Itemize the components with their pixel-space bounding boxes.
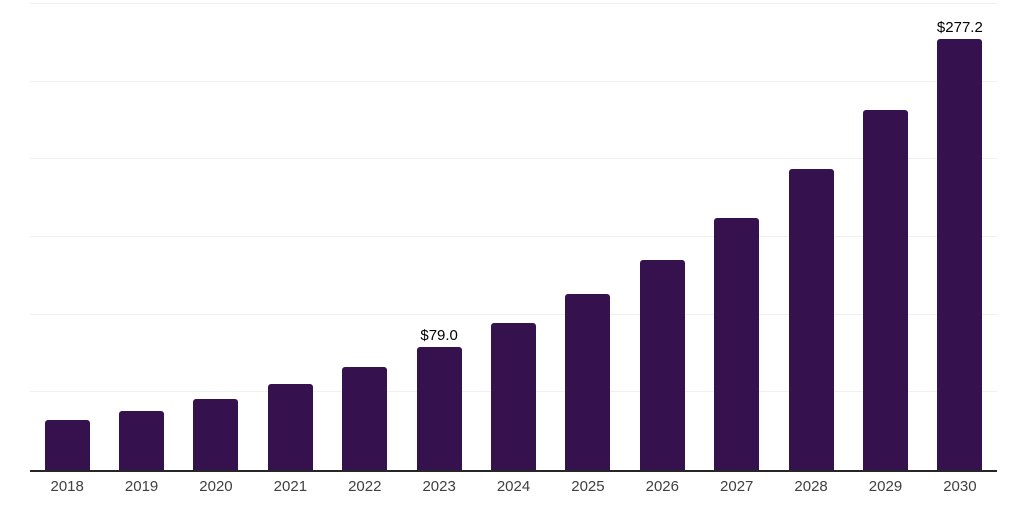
bar-slot-2028 <box>774 0 848 470</box>
x-tick-label-2020: 2020 <box>199 478 233 495</box>
bar-2024[interactable] <box>491 323 537 470</box>
bar-slot-2020 <box>179 0 253 470</box>
bar-slot-2021 <box>253 0 327 470</box>
bar-slot-2029 <box>848 0 922 470</box>
bar-slot-2019 <box>104 0 178 470</box>
bar-value-label-2030: $277.2 <box>936 19 983 37</box>
bar-slot-2030: $277.2 <box>923 0 997 470</box>
bar-2023[interactable]: $79.0 <box>416 328 462 470</box>
bar-slot-2024 <box>476 0 550 470</box>
bar-2018[interactable] <box>44 420 90 470</box>
x-tick-label-2024: 2024 <box>496 478 531 495</box>
bar-slot-2022 <box>328 0 402 470</box>
x-tick-label-2028: 2028 <box>794 478 828 495</box>
bar-2025[interactable] <box>565 294 611 470</box>
bar-2027[interactable] <box>714 218 760 470</box>
x-tick-label-2025: 2025 <box>571 478 605 495</box>
bar-value-label-2023: $79.0 <box>420 327 458 345</box>
bar-slot-2026 <box>625 0 699 470</box>
x-axis-labels: 2018 2019 2020 2021 2022 2023 2024 2025 2026 2027… <box>30 478 997 495</box>
bar-slot-2027 <box>700 0 774 470</box>
bar-2030[interactable]: $277.2 <box>937 20 983 470</box>
x-tick-label-2030: 2030 <box>943 478 977 495</box>
bar-2021[interactable] <box>267 383 313 470</box>
bar-slot-2023: $79.0 <box>402 0 476 470</box>
bar-2028[interactable] <box>788 169 834 470</box>
x-tick-label-2019: 2019 <box>124 478 159 495</box>
bar-2020[interactable] <box>193 399 239 470</box>
bar-slot-2025 <box>551 0 625 470</box>
plot-area: $79.0 $277.2 <box>30 0 997 472</box>
bar-slot-2018 <box>30 0 104 470</box>
x-tick-label-2022: 2022 <box>348 478 382 495</box>
x-tick-label-2029: 2029 <box>868 478 903 495</box>
bar-2029[interactable] <box>862 109 908 470</box>
bar-2026[interactable] <box>639 259 685 470</box>
x-tick-label-2027: 2027 <box>720 478 754 495</box>
bar-2019[interactable] <box>119 411 165 470</box>
bar-2022[interactable] <box>342 367 388 470</box>
x-tick-label-2018: 2018 <box>50 478 84 495</box>
x-tick-label-2023: 2023 <box>422 478 456 495</box>
x-tick-label-2026: 2026 <box>645 478 679 495</box>
x-tick-label-2021: 2021 <box>273 478 308 495</box>
